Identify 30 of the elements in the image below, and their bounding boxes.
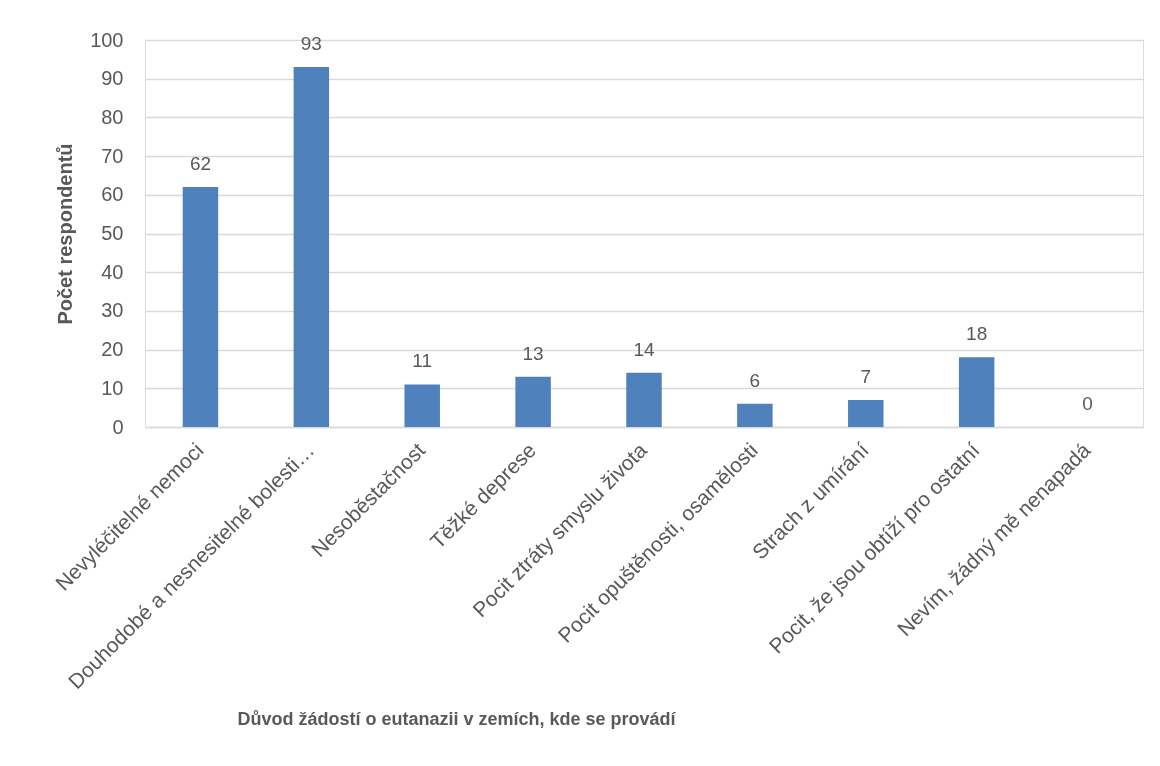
y-tick-label: 100 (90, 28, 124, 51)
y-tick-label: 60 (101, 183, 124, 206)
data-label: 0 (1082, 393, 1093, 414)
data-label: 18 (966, 323, 988, 345)
data-label: 62 (189, 153, 212, 175)
x-axis-title: Důvod žádostí o eutanazii v zemích, kde se provádí (237, 708, 677, 729)
y-tick-label: 70 (101, 144, 124, 167)
bar (958, 357, 995, 427)
y-tick-label: 10 (101, 376, 124, 399)
data-label: 13 (522, 342, 544, 364)
bar (293, 67, 330, 427)
data-label: 6 (749, 369, 761, 391)
y-tick-label: 0 (112, 415, 124, 438)
bar (626, 372, 662, 427)
bar (737, 403, 773, 427)
y-tick-label: 80 (101, 105, 124, 128)
bar (182, 187, 219, 427)
y-tick-label: 30 (101, 299, 124, 322)
y-tick-label: 50 (101, 222, 124, 244)
y-tick-label: 40 (101, 260, 124, 283)
bar (515, 376, 551, 427)
data-label: 11 (412, 350, 433, 372)
data-label: 7 (860, 365, 872, 387)
y-axis-title: Počet respondentů (54, 143, 77, 325)
y-tick-label: 20 (101, 338, 124, 361)
data-label: 14 (633, 338, 655, 360)
y-tick-label: 90 (101, 67, 124, 90)
bar (848, 399, 884, 427)
data-label: 93 (300, 33, 322, 55)
bar (404, 384, 440, 427)
